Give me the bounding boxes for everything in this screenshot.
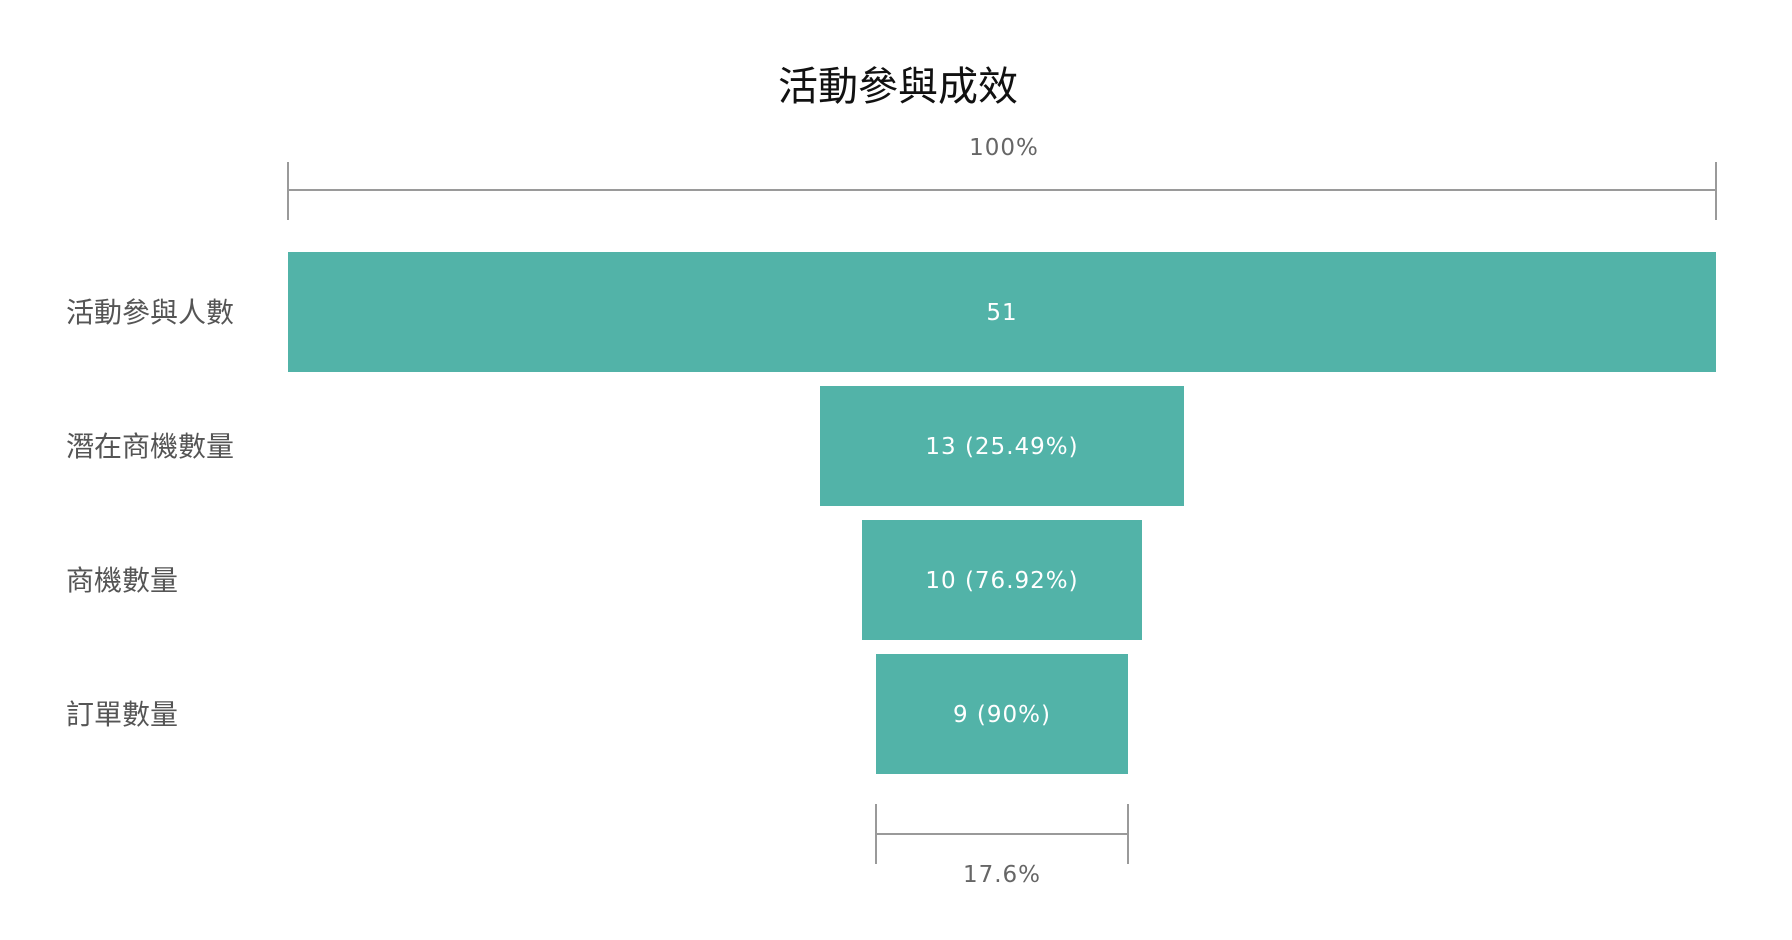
bar-data-label: 9 (90%): [953, 702, 1051, 728]
funnel-bar: [876, 654, 1128, 774]
bottom-bracket: 17.6%: [875, 804, 1129, 888]
category-label: 訂單數量: [66, 698, 178, 731]
top-bracket-label: 100%: [969, 135, 1039, 161]
funnel-bars: 51 13 (25.49%) 10 (76.92%) 9 (90%): [288, 252, 1716, 774]
bar-data-label: 13 (25.49%): [925, 434, 1078, 460]
chart-title: 活動參與成效: [778, 64, 1018, 110]
funnel-bar: [862, 520, 1142, 640]
top-bracket: 100%: [287, 135, 1717, 220]
bottom-bracket-label: 17.6%: [963, 862, 1041, 888]
funnel-bar: [820, 386, 1184, 506]
bar-data-label: 51: [986, 300, 1017, 326]
bar-data-label: 10 (76.92%): [925, 568, 1078, 594]
category-label: 商機數量: [66, 564, 178, 597]
category-label: 潛在商機數量: [66, 430, 234, 463]
category-label: 活動參與人數: [66, 296, 234, 329]
funnel-bar: [288, 252, 1716, 372]
